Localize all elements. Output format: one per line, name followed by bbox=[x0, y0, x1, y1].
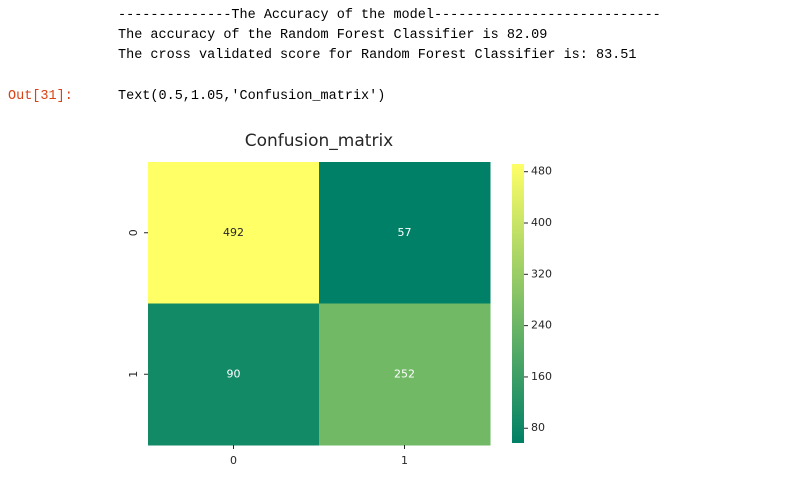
cell-label: 492 bbox=[223, 226, 244, 239]
colorbar bbox=[512, 164, 524, 443]
cell-label: 252 bbox=[394, 367, 415, 380]
colorbar-tick-label: 240 bbox=[531, 319, 552, 332]
y-tick-label: 1 bbox=[127, 371, 140, 378]
colorbar-tick-label: 400 bbox=[531, 216, 552, 229]
x-tick-label: 0 bbox=[230, 454, 237, 467]
y-tick-label: 0 bbox=[127, 229, 140, 236]
out-text: Text(0.5,1.05,'Confusion_matrix') bbox=[118, 89, 386, 104]
output-line: --------------The Accuracy of the model-… bbox=[118, 8, 661, 23]
heatmap-cell bbox=[319, 162, 491, 304]
cell-label: 57 bbox=[398, 226, 412, 239]
heatmap-cell bbox=[148, 303, 320, 446]
chart-title: Confusion_matrix bbox=[245, 131, 393, 151]
colorbar-tick-label: 480 bbox=[531, 165, 552, 178]
output-line: The cross validated score for Random For… bbox=[118, 48, 637, 63]
colorbar-tick-label: 160 bbox=[531, 370, 552, 383]
colorbar-tick-label: 80 bbox=[531, 421, 545, 434]
heatmap-cell bbox=[319, 303, 491, 446]
colorbar-tick-label: 320 bbox=[531, 267, 552, 280]
x-tick-label: 1 bbox=[401, 454, 408, 467]
heatmap-cell bbox=[148, 162, 320, 304]
cell-label: 90 bbox=[227, 367, 241, 380]
output-line: The accuracy of the Random Forest Classi… bbox=[118, 28, 548, 43]
out-prompt: Out[31]: bbox=[8, 89, 73, 104]
